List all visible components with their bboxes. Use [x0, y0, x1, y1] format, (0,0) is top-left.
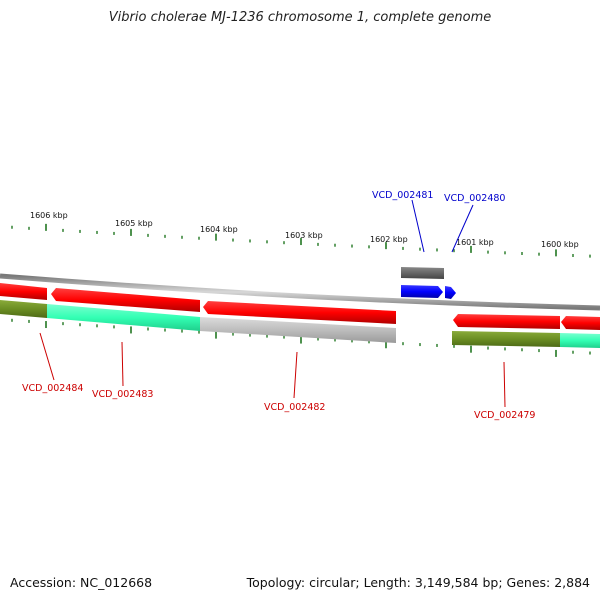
chromosome-backbone	[0, 273, 600, 311]
gene-arrow-vcd-002479[interactable]	[453, 314, 560, 329]
gene-label-vcd-002479[interactable]: VCD_002479	[474, 410, 535, 421]
map-title: Vibrio cholerae MJ-1236 chromosome 1, co…	[108, 10, 492, 25]
gene-arrow-vcd-002481[interactable]	[401, 285, 443, 298]
leader-vcd-002479	[503, 361, 506, 408]
leader-vcd-002483	[121, 341, 124, 387]
gene-label-vcd-002482[interactable]: VCD_002482	[264, 402, 325, 413]
gene-label-vcd-002481[interactable]: VCD_002481	[372, 190, 433, 201]
gene-arrow-vcd-002484[interactable]	[0, 283, 47, 300]
gene-label-vcd-002480[interactable]: VCD_002480	[444, 193, 505, 204]
leader-vcd-002480	[451, 204, 474, 253]
leader-vcd-002482	[293, 351, 298, 399]
gene-arrow-vcd-002480[interactable]	[445, 286, 456, 299]
ruler-label-1604: 1604 kbp	[200, 225, 238, 234]
leader-vcd-002481	[411, 199, 425, 253]
accession-text: Accession: NC_012668	[10, 575, 153, 590]
cog-bar-vcd-002481[interactable]	[401, 267, 444, 279]
cog-bar-vcd-002479[interactable]	[452, 331, 560, 347]
ruler-ticks-upper	[11, 223, 591, 258]
ruler-ticks-lower	[11, 318, 591, 357]
cog-bar-vcd-002484[interactable]	[0, 300, 47, 318]
leader-vcd-002484	[39, 332, 55, 381]
genome-summary-text: Topology: circular; Length: 3,149,584 bp…	[246, 575, 590, 590]
cog-bar-vcd-002478[interactable]	[560, 333, 600, 348]
gene-arrow-vcd-002483[interactable]	[51, 288, 200, 312]
cog-bar-vcd-002483[interactable]	[47, 304, 200, 331]
cog-bar-vcd-002482[interactable]	[200, 317, 396, 343]
gene-arrow-vcd-002478[interactable]	[561, 316, 600, 330]
ruler-label-1603: 1603 kbp	[285, 231, 323, 240]
gene-label-vcd-002483[interactable]: VCD_002483	[92, 389, 153, 400]
ruler-label-1606: 1606 kbp	[30, 211, 68, 220]
gene-arrow-vcd-002482[interactable]	[203, 301, 396, 324]
ruler-label-1600: 1600 kbp	[541, 240, 579, 249]
ruler-label-1602: 1602 kbp	[370, 235, 408, 244]
gene-label-vcd-002484[interactable]: VCD_002484	[22, 383, 83, 394]
ruler-label-1605: 1605 kbp	[115, 219, 153, 228]
ruler-label-1601: 1601 kbp	[456, 238, 494, 247]
